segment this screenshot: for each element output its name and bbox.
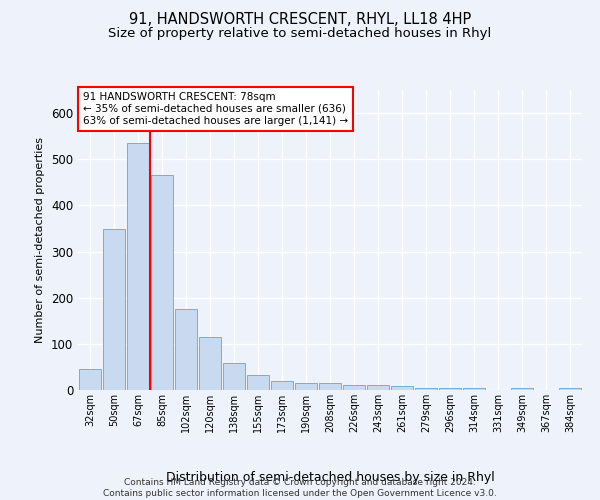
Bar xyxy=(271,381,293,390)
Bar xyxy=(559,388,581,390)
Bar xyxy=(343,386,365,390)
Bar xyxy=(463,388,485,390)
Bar xyxy=(151,176,173,390)
Bar xyxy=(391,386,413,390)
Bar xyxy=(223,363,245,390)
Bar xyxy=(439,388,461,390)
Text: 91, HANDSWORTH CRESCENT, RHYL, LL18 4HP: 91, HANDSWORTH CRESCENT, RHYL, LL18 4HP xyxy=(129,12,471,28)
X-axis label: Distribution of semi-detached houses by size in Rhyl: Distribution of semi-detached houses by … xyxy=(166,471,494,484)
Bar xyxy=(127,143,149,390)
Bar xyxy=(415,388,437,390)
Text: 91 HANDSWORTH CRESCENT: 78sqm
← 35% of semi-detached houses are smaller (636)
63: 91 HANDSWORTH CRESCENT: 78sqm ← 35% of s… xyxy=(83,92,348,126)
Text: Size of property relative to semi-detached houses in Rhyl: Size of property relative to semi-detach… xyxy=(109,28,491,40)
Bar xyxy=(367,386,389,390)
Bar xyxy=(295,383,317,390)
Y-axis label: Number of semi-detached properties: Number of semi-detached properties xyxy=(35,137,46,343)
Bar xyxy=(199,337,221,390)
Bar xyxy=(319,383,341,390)
Bar xyxy=(247,375,269,390)
Text: Contains HM Land Registry data © Crown copyright and database right 2024.
Contai: Contains HM Land Registry data © Crown c… xyxy=(103,478,497,498)
Bar xyxy=(79,369,101,390)
Bar xyxy=(511,388,533,390)
Bar xyxy=(103,230,125,390)
Bar xyxy=(175,309,197,390)
